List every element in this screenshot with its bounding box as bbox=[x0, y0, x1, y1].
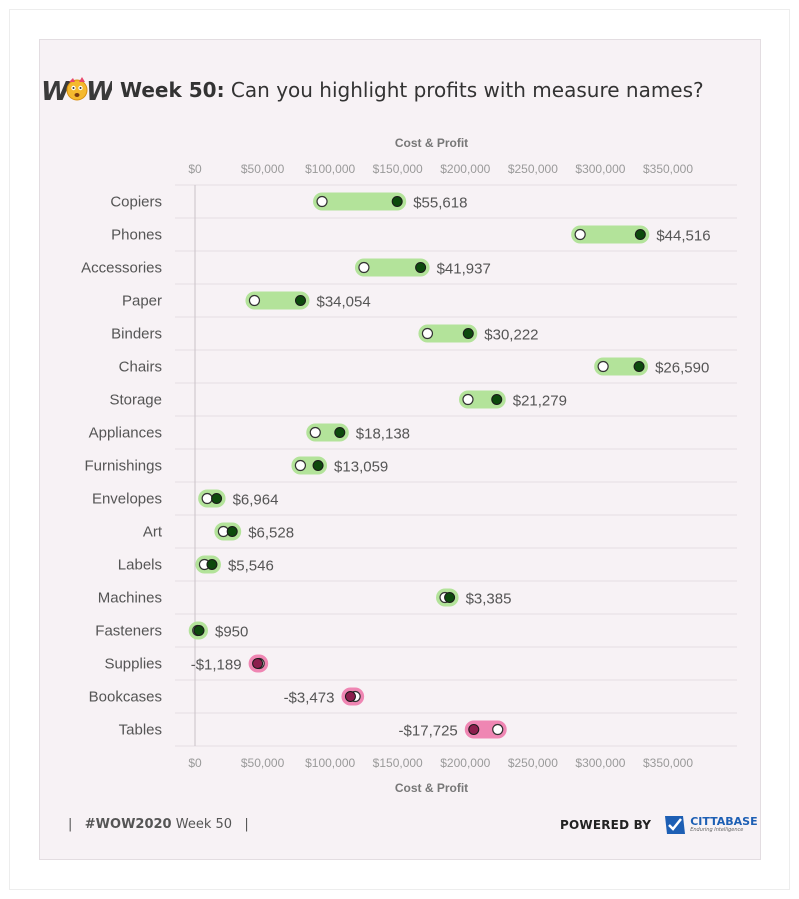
profit-label: $34,054 bbox=[316, 294, 370, 311]
x-tick-label-top: $200,000 bbox=[440, 162, 490, 176]
sales-dot bbox=[444, 592, 456, 603]
profit-label: $13,059 bbox=[334, 459, 388, 476]
profit-label: $30,222 bbox=[484, 327, 538, 344]
cost-dot bbox=[201, 492, 213, 505]
sales-dot bbox=[462, 328, 474, 339]
category-label: Appliances bbox=[89, 425, 162, 442]
cost-dot bbox=[316, 195, 328, 208]
cittabase-tagline: Enduring Intelligence bbox=[690, 827, 744, 833]
x-tick-label-bottom: $200,000 bbox=[440, 756, 490, 770]
footer-hashtag-block: | #WOW2020 Week 50 | bbox=[68, 817, 249, 832]
cittabase-logo: CITTABASE Enduring Intelligence bbox=[663, 814, 758, 836]
profit-label: $21,279 bbox=[513, 393, 567, 410]
cost-dot bbox=[492, 723, 504, 736]
cittabase-check-icon bbox=[665, 816, 686, 834]
sales-dot bbox=[415, 262, 427, 273]
category-label: Fasteners bbox=[95, 623, 162, 640]
x-axis-title-top: Cost & Profit bbox=[395, 136, 468, 150]
profit-label: -$3,473 bbox=[284, 690, 335, 707]
svg-text:W: W bbox=[86, 77, 112, 106]
category-label: Chairs bbox=[119, 359, 162, 376]
profit-label: $6,964 bbox=[233, 492, 279, 509]
cost-dot bbox=[358, 261, 370, 274]
category-label: Bookcases bbox=[89, 689, 162, 706]
profit-label: $18,138 bbox=[356, 426, 410, 443]
cost-dot bbox=[248, 294, 261, 307]
sales-dot bbox=[312, 460, 324, 471]
powered-by-block: POWERED BY CITTABASE Enduring Intelligen… bbox=[560, 814, 758, 836]
category-label: Machines bbox=[98, 590, 162, 607]
cost-dot bbox=[421, 327, 434, 340]
x-tick-label-bottom: $150,000 bbox=[373, 756, 423, 770]
sales-dot bbox=[206, 559, 218, 570]
profit-label: $950 bbox=[215, 624, 248, 641]
x-tick-label-top: $350,000 bbox=[643, 162, 693, 176]
category-label: Storage bbox=[109, 392, 162, 409]
sales-dot bbox=[468, 724, 480, 735]
cost-dot bbox=[574, 228, 586, 241]
profit-label: $26,590 bbox=[655, 360, 709, 377]
category-label: Envelopes bbox=[92, 491, 162, 508]
x-axis-title-bottom: Cost & Profit bbox=[395, 781, 468, 795]
title-week: Week 50: bbox=[120, 78, 225, 102]
category-label: Supplies bbox=[104, 656, 162, 673]
powered-by-label: POWERED BY bbox=[560, 818, 652, 832]
sales-dot bbox=[491, 394, 503, 405]
sales-dot bbox=[634, 229, 646, 240]
x-tick-label-bottom: $350,000 bbox=[643, 756, 693, 770]
category-label: Paper bbox=[122, 293, 162, 310]
profit-label: $3,385 bbox=[466, 591, 512, 608]
cost-dot bbox=[462, 393, 474, 406]
svg-text:W: W bbox=[41, 77, 71, 106]
profit-label: $5,546 bbox=[228, 558, 274, 575]
x-tick-label-top: $150,000 bbox=[373, 162, 423, 176]
category-label: Phones bbox=[111, 227, 162, 244]
cost-dot bbox=[309, 426, 321, 439]
footer-week: Week 50 bbox=[175, 817, 233, 832]
cost-dot bbox=[597, 360, 609, 373]
sales-dot bbox=[211, 493, 223, 504]
x-tick-label-top: $300,000 bbox=[575, 162, 625, 176]
x-tick-label-top: $100,000 bbox=[305, 162, 355, 176]
x-tick-label-bottom: $0 bbox=[188, 756, 202, 770]
sales-dot bbox=[252, 658, 264, 669]
x-tick-label-bottom: $250,000 bbox=[508, 756, 558, 770]
profit-label: $44,516 bbox=[656, 228, 710, 245]
x-tick-label-top: $250,000 bbox=[508, 162, 558, 176]
footer-divider: | bbox=[232, 817, 249, 832]
x-tick-label-bottom: $300,000 bbox=[575, 756, 625, 770]
page-title: Week 50: Can you highlight profits with … bbox=[120, 78, 704, 102]
title-question: Can you highlight profits with measure n… bbox=[224, 78, 704, 102]
wow-logo: W W bbox=[41, 77, 112, 106]
category-label: Art bbox=[143, 524, 163, 541]
profit-label: $6,528 bbox=[248, 525, 294, 542]
sales-dot bbox=[226, 526, 238, 537]
x-tick-label-top: $0 bbox=[188, 162, 202, 176]
profit-label: $55,618 bbox=[413, 195, 467, 212]
profit-label: -$17,725 bbox=[399, 723, 458, 740]
category-label: Furnishings bbox=[84, 458, 162, 475]
category-label: Tables bbox=[119, 722, 162, 739]
x-tick-label-bottom: $50,000 bbox=[241, 756, 285, 770]
sales-dot bbox=[334, 427, 346, 438]
sales-dot bbox=[633, 361, 645, 372]
sales-dot bbox=[344, 691, 356, 702]
profit-label: $41,937 bbox=[437, 261, 491, 278]
cittabase-name: CITTABASE bbox=[690, 815, 758, 828]
sales-dot bbox=[294, 295, 306, 306]
sales-dot bbox=[391, 196, 403, 207]
x-tick-label-top: $50,000 bbox=[241, 162, 285, 176]
footer-divider: | bbox=[68, 817, 85, 832]
category-label: Labels bbox=[118, 557, 162, 574]
cost-dot bbox=[294, 459, 307, 472]
footer-hashtag: #WOW2020 bbox=[84, 817, 172, 832]
category-label: Binders bbox=[111, 326, 162, 343]
sales-dot bbox=[193, 625, 205, 636]
profit-label: -$1,189 bbox=[191, 657, 242, 674]
x-tick-label-bottom: $100,000 bbox=[305, 756, 355, 770]
category-label: Copiers bbox=[110, 194, 162, 211]
category-label: Accessories bbox=[81, 260, 162, 277]
